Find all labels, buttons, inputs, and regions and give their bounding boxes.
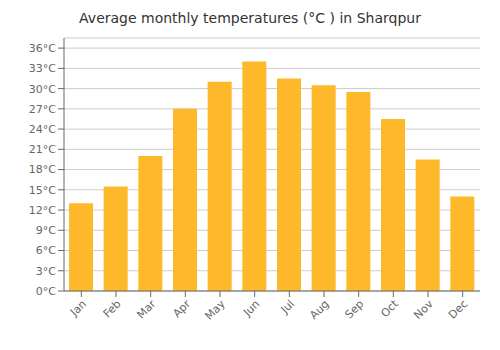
svg-text:15°C: 15°C (29, 184, 56, 197)
svg-text:Feb: Feb (101, 297, 124, 320)
svg-text:Jun: Jun (240, 297, 262, 319)
svg-text:May: May (202, 297, 228, 323)
svg-text:Aug: Aug (307, 297, 331, 321)
svg-text:18°C: 18°C (29, 163, 56, 176)
svg-text:Sep: Sep (342, 297, 366, 321)
svg-text:27°C: 27°C (29, 103, 56, 116)
svg-text:36°C: 36°C (29, 42, 56, 55)
svg-text:Jul: Jul (278, 297, 297, 316)
svg-text:Dec: Dec (446, 297, 470, 321)
svg-text:33°C: 33°C (29, 62, 56, 75)
svg-text:6°C: 6°C (36, 244, 56, 257)
svg-text:Mar: Mar (134, 297, 158, 321)
svg-text:9°C: 9°C (36, 224, 56, 237)
html-text:Average monthly temperatures (: Average monthly temperatures (°C ) in Sh… (79, 10, 421, 26)
svg-text:Jan: Jan (67, 297, 89, 319)
svg-text:24°C: 24°C (29, 123, 56, 136)
svg-text:Nov: Nov (411, 297, 436, 322)
svg-text:0°C: 0°C (36, 285, 56, 298)
svg-text:Oct: Oct (378, 297, 401, 320)
svg-text:12°C: 12°C (29, 204, 56, 217)
svg-text:3°C: 3°C (36, 265, 56, 278)
svg-text:30°C: 30°C (29, 83, 56, 96)
svg-text:21°C: 21°C (29, 143, 56, 156)
svg-text:Apr: Apr (170, 297, 193, 320)
